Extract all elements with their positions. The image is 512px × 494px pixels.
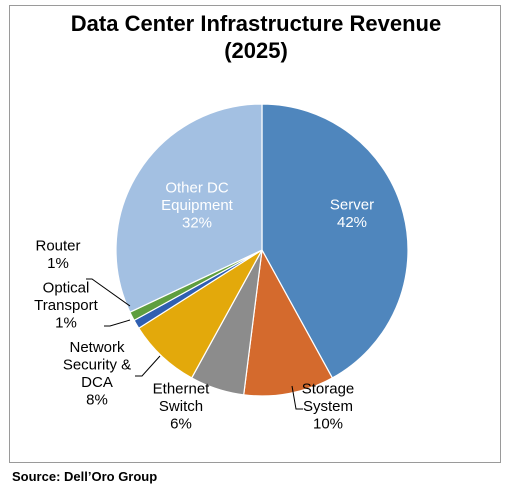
slice-label-line: DCA (81, 374, 113, 391)
slice-label-line: 42% (337, 214, 367, 231)
slice-label-line: Other DC (165, 180, 229, 197)
slice-label-line: Storage (302, 381, 355, 398)
slice-label-other-dc-equipment: Other DC Equipment 32% (161, 180, 234, 232)
slice-label-line: Transport (34, 297, 98, 314)
slice-label-line: 1% (55, 315, 77, 332)
slice-label-optical-transport: Optical Transport 1% (34, 280, 98, 332)
slice-label-line: System (303, 398, 353, 415)
leader-line-optical-transport (104, 319, 131, 327)
slice-label-line: 32% (182, 215, 212, 232)
chart-subtitle: (2025) (224, 38, 288, 63)
chart-title: Data Center Infrastructure Revenue (70, 11, 442, 36)
slice-label-line: Router (35, 237, 80, 254)
slice-label-line: Security & (63, 356, 131, 373)
slice-label-line: 1% (47, 255, 69, 272)
slice-label-router: Router 1% (35, 237, 80, 272)
pie-slice-storage-system (243, 248, 334, 397)
leader-line-network-security-dca (135, 355, 161, 377)
slice-label-line: 6% (170, 416, 192, 433)
slice-label-line: Equipment (161, 197, 234, 214)
slice-label-line: Switch (159, 398, 203, 415)
slice-label-line: Ethernet (153, 381, 211, 398)
slice-label-ethernet-switch: Ethernet Switch 6% (153, 381, 211, 433)
slice-label-line: 10% (313, 416, 343, 433)
slice-label-storage-system: Storage System 10% (302, 381, 355, 433)
chart-title-block: Data Center Infrastructure Revenue (2025… (0, 10, 512, 64)
slice-label-line: Server (330, 196, 374, 213)
slice-label-server: Server 42% (330, 196, 374, 231)
leader-line-router (86, 278, 131, 307)
slice-label-line: Optical (43, 280, 90, 297)
pie-slice-other-dc-equipment (115, 103, 263, 313)
slice-label-line: Network (69, 339, 125, 356)
source-note: Source: Dell’Oro Group (12, 469, 158, 484)
leader-line-storage-system (291, 385, 303, 410)
pie-slice-server (261, 103, 409, 379)
slice-label-network-security-dca: Network Security & DCA 8% (63, 339, 131, 409)
slice-label-line: 8% (86, 391, 108, 408)
